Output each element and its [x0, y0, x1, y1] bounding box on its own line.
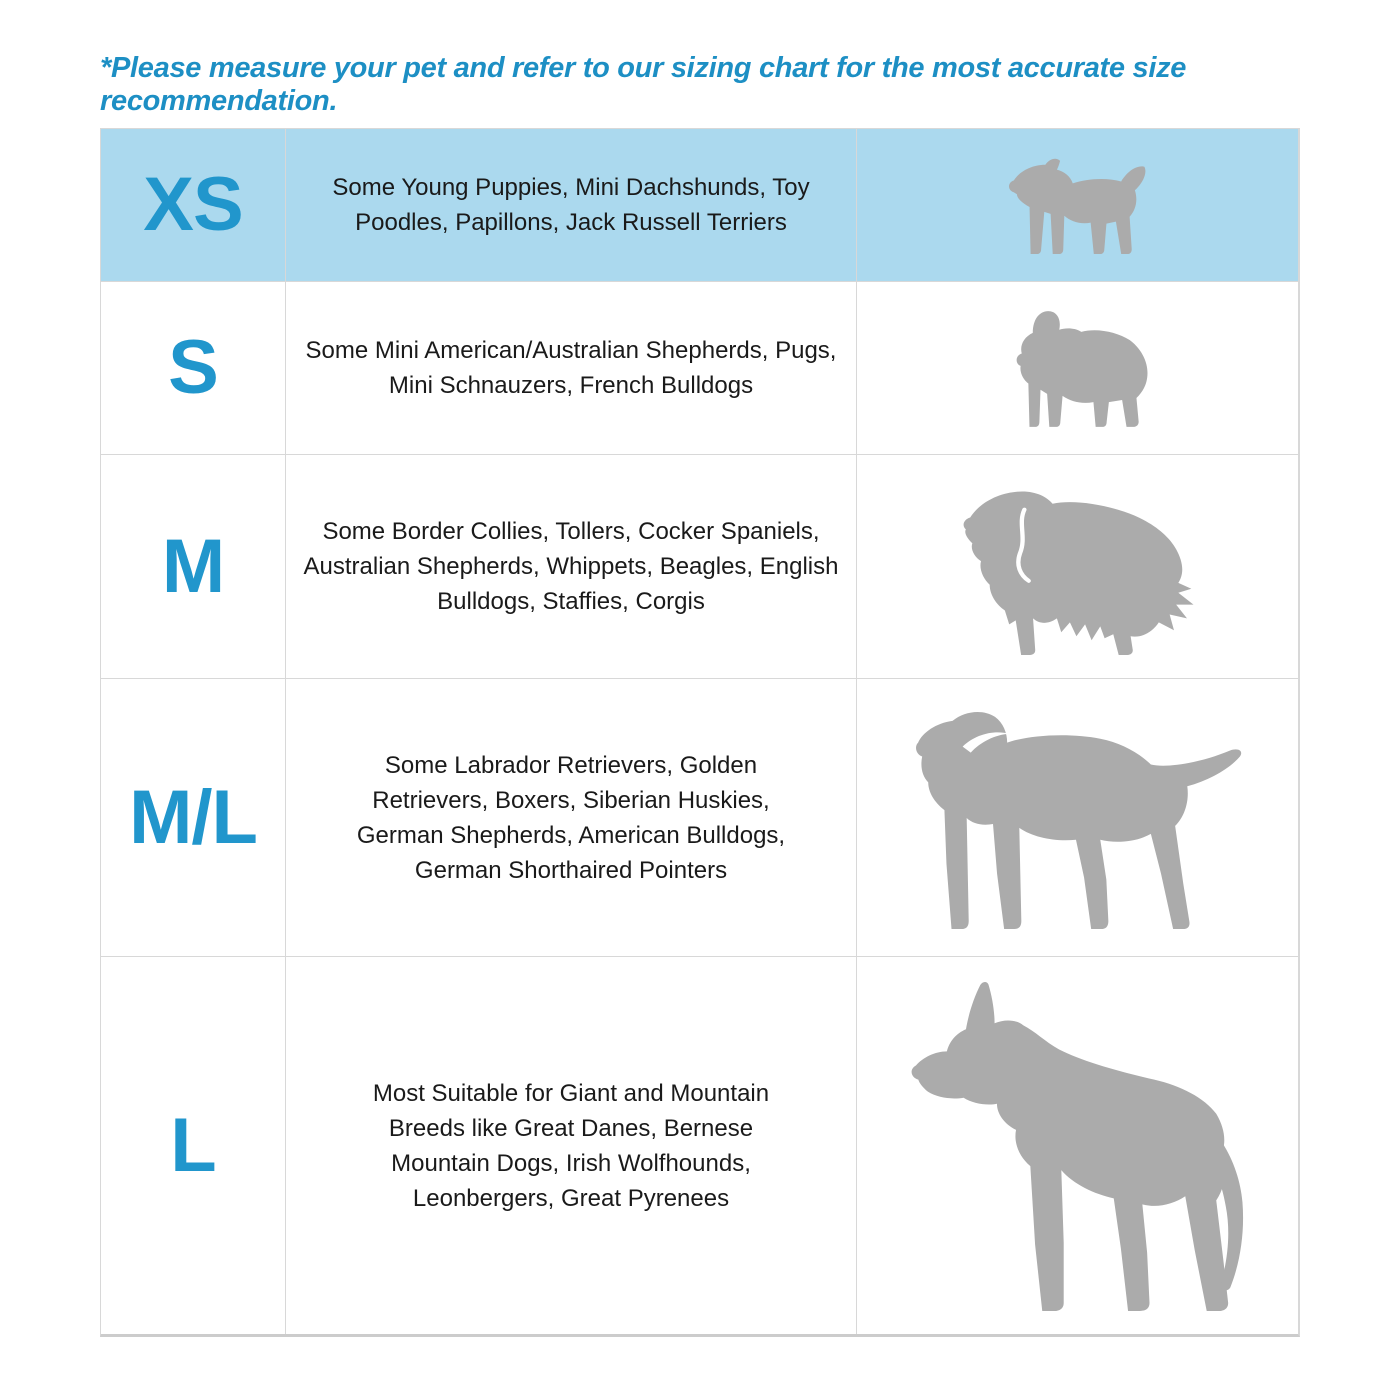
- dog-image-cell-l: [857, 957, 1298, 1334]
- size-chart-table: XS Some Young Puppies, Mini Dachshunds, …: [100, 128, 1300, 1337]
- size-description-l: Most Suitable for Giant and Mountain Bre…: [372, 1079, 770, 1212]
- dog-image-cell-ml: [857, 679, 1298, 956]
- size-cell-ml: M/L: [101, 679, 286, 956]
- size-description-xs: Some Young Puppies, Mini Dachshunds, Toy…: [332, 174, 810, 236]
- size-label-m: M: [161, 523, 225, 609]
- labrador-retriever-silhouette-icon: [915, 711, 1241, 929]
- description-cell-s: Some Mini American/Australian Shepherds,…: [286, 282, 857, 454]
- description-cell-ml: Some Labrador Retrievers, Golden Retriev…: [286, 679, 857, 956]
- size-row-m: M Some Border Collies, Tollers, Cocker S…: [101, 455, 1298, 679]
- size-label-l: L: [170, 1102, 216, 1188]
- size-label-ml: M/L: [129, 774, 258, 860]
- sizing-note: *Please measure your pet and refer to ou…: [100, 52, 1187, 117]
- dog-image-cell-xs: [857, 129, 1298, 281]
- cocker-spaniel-silhouette-icon: [963, 490, 1194, 655]
- size-description-m: Some Border Collies, Tollers, Cocker Spa…: [303, 518, 839, 615]
- size-row-ml: M/L Some Labrador Retrievers, Golden Ret…: [101, 679, 1298, 957]
- dog-image-cell-s: [857, 282, 1298, 454]
- size-row-xs: XS Some Young Puppies, Mini Dachshunds, …: [101, 129, 1298, 282]
- size-cell-l: L: [101, 957, 286, 1334]
- dog-image-cell-m: [857, 455, 1298, 678]
- size-label-s: S: [168, 325, 219, 410]
- description-cell-l: Most Suitable for Giant and Mountain Bre…: [286, 957, 857, 1334]
- size-description-s: Some Mini American/Australian Shepherds,…: [305, 337, 837, 399]
- description-cell-xs: Some Young Puppies, Mini Dachshunds, Toy…: [286, 129, 857, 281]
- size-row-s: S Some Mini American/Australian Shepherd…: [101, 282, 1298, 455]
- great-dane-silhouette-icon: [911, 981, 1243, 1311]
- size-cell-m: M: [101, 455, 286, 678]
- size-cell-xs: XS: [101, 129, 286, 281]
- small-terrier-dog-silhouette-icon: [1008, 158, 1145, 255]
- description-cell-m: Some Border Collies, Tollers, Cocker Spa…: [286, 455, 857, 678]
- french-bulldog-silhouette-icon: [1016, 311, 1147, 427]
- size-description-ml: Some Labrador Retrievers, Golden Retriev…: [356, 751, 786, 884]
- size-label-xs: XS: [143, 162, 243, 247]
- size-row-l: L Most Suitable for Giant and Mountain B…: [101, 957, 1298, 1334]
- size-cell-s: S: [101, 282, 286, 454]
